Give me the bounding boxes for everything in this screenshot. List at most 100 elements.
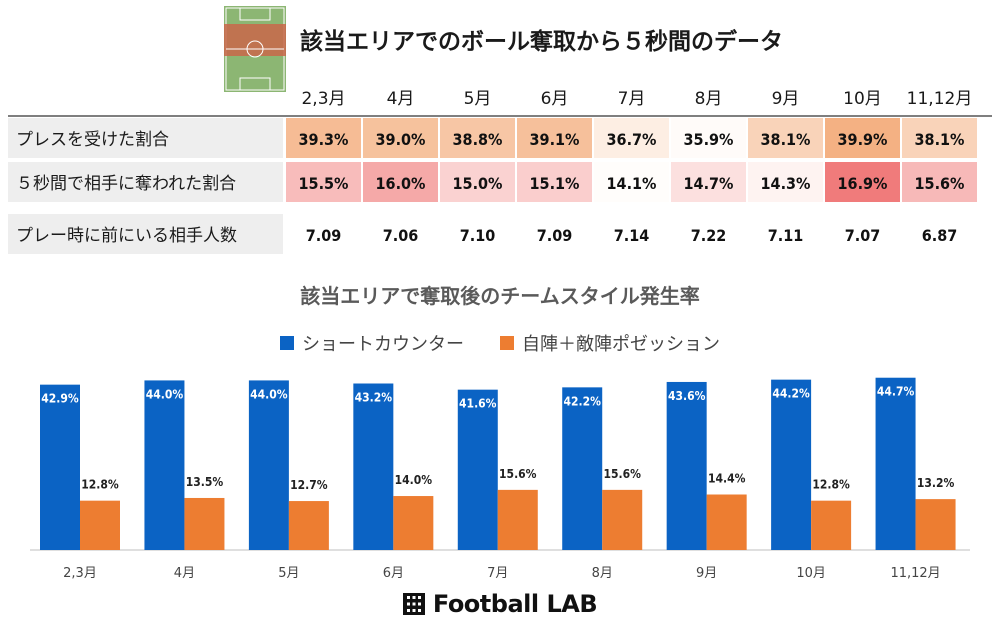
table-month-header: 2,3月 xyxy=(301,89,345,109)
bar-data-label: 15.6% xyxy=(603,467,641,481)
table-heat-cell xyxy=(517,118,592,158)
bar-possession xyxy=(706,494,747,550)
table-cell-value: 7.14 xyxy=(614,226,650,245)
bar-possession xyxy=(915,499,956,550)
table-cell-value: 38.8% xyxy=(453,130,503,149)
table-heat-cell xyxy=(440,162,515,202)
table-heat-cell xyxy=(286,162,361,202)
table-month-header: 9月 xyxy=(772,89,800,109)
x-tick-label: 7月 xyxy=(487,566,508,581)
chart-title: 該当エリアで奪取後のチームスタイル発生率 xyxy=(300,284,700,308)
table-cell-value: 7.06 xyxy=(383,226,419,245)
x-tick-label: 6月 xyxy=(383,566,404,581)
x-tick-label: 10月 xyxy=(796,566,826,581)
bar-data-label: 14.0% xyxy=(395,473,433,487)
bar-data-label: 44.0% xyxy=(250,387,288,401)
table-cell-value: 14.1% xyxy=(607,174,657,193)
table-month-header: 6月 xyxy=(541,89,569,109)
table-cell-value: 14.3% xyxy=(761,174,811,193)
bar-chart: 42.9% 12.8% 2,3月 44.0% 13.5% 4月 44.0% 12.7% 5月 43… xyxy=(30,377,970,581)
x-tick-label: 8月 xyxy=(592,566,613,581)
table-row-label: プレスを受けた割合 xyxy=(16,130,169,150)
x-tick-label: 2,3月 xyxy=(63,566,97,581)
table-heat-cell xyxy=(286,118,361,158)
bar-data-label: 43.6% xyxy=(668,389,706,403)
table-row-label-bg xyxy=(8,214,283,254)
bar-data-label: 12.7% xyxy=(290,478,328,492)
bar-possession xyxy=(80,500,120,550)
table-month-header: 5月 xyxy=(464,89,492,109)
table-heat-cell xyxy=(748,118,823,158)
table-cell-value: 7.22 xyxy=(691,226,727,245)
table-heat-cell xyxy=(363,162,438,202)
table-cell-value: 38.1% xyxy=(761,130,811,149)
table-cell-value: 15.6% xyxy=(915,174,965,193)
table-cell-value: 7.09 xyxy=(306,226,342,245)
legend-swatch-blue xyxy=(280,336,294,350)
table-heat-cell xyxy=(594,118,669,158)
bar-data-label: 44.7% xyxy=(877,385,915,399)
legend-item-short-counter: ショートカウンター xyxy=(280,330,464,356)
bar-short-counter xyxy=(666,381,707,550)
x-tick-label: 4月 xyxy=(174,566,195,581)
table-cell-value: 7.09 xyxy=(537,226,573,245)
table-cell-value: 36.7% xyxy=(607,130,657,149)
grid-icon xyxy=(402,593,425,615)
table-heat-cell xyxy=(517,162,592,202)
table-row-label: プレー時に前にいる相手人数 xyxy=(16,226,237,246)
table-cell-value: 39.9% xyxy=(838,130,888,149)
table-month-header: 4月 xyxy=(387,89,415,109)
bar-data-label: 12.8% xyxy=(81,478,119,492)
table-heat-cell xyxy=(748,162,823,202)
bar-short-counter xyxy=(562,387,603,550)
page-title: 該当エリアでのボール奪取から５秒間のデータ xyxy=(300,29,783,55)
bar-short-counter xyxy=(771,379,812,550)
table-row-label-bg xyxy=(8,162,283,202)
bar-possession xyxy=(497,489,538,550)
bar-data-label: 41.6% xyxy=(459,397,497,411)
table-cell-value: 38.1% xyxy=(915,130,965,149)
table-heat-cell xyxy=(594,162,669,202)
table-heat-cell xyxy=(363,118,438,158)
bar-data-label: 42.2% xyxy=(563,394,601,408)
bar-possession xyxy=(811,500,852,550)
bar-data-label: 15.6% xyxy=(499,467,537,481)
table-cell-value: 14.7% xyxy=(684,174,734,193)
table-month-header: 8月 xyxy=(695,89,723,109)
bar-short-counter xyxy=(457,389,498,550)
table-cell-value: 7.11 xyxy=(768,226,804,245)
table-row-label-bg xyxy=(8,118,283,158)
table-heat-cell xyxy=(671,162,746,202)
bar-data-label: 42.9% xyxy=(41,392,79,406)
brand-text: Football LAB xyxy=(432,590,598,618)
bar-data-label: 44.0% xyxy=(146,387,184,401)
x-tick-label: 5月 xyxy=(278,566,299,581)
bar-possession xyxy=(288,501,329,550)
bar-data-label: 14.4% xyxy=(708,472,746,486)
bar-data-label: 44.2% xyxy=(772,387,810,401)
table-heat-cell xyxy=(440,118,515,158)
table-cell-value: 39.3% xyxy=(299,130,349,149)
table-cell-value: 16.9% xyxy=(838,174,888,193)
bar-short-counter xyxy=(875,377,916,550)
brand-logo: Football LAB xyxy=(0,590,1000,618)
table-cell-value: 39.0% xyxy=(376,130,426,149)
table-heat-cell xyxy=(825,118,900,158)
bar-short-counter xyxy=(353,383,394,550)
bar-possession xyxy=(602,489,643,550)
table-cell-value: 15.5% xyxy=(299,174,349,193)
table-cell-value: 35.9% xyxy=(684,130,734,149)
table-heat-cell xyxy=(671,118,746,158)
table-heat-cell xyxy=(902,162,977,202)
bar-short-counter xyxy=(248,380,289,550)
table-cell-value: 7.07 xyxy=(845,226,881,245)
bar-data-label: 12.8% xyxy=(812,478,850,492)
legend-label: 自陣＋敵陣ポゼッション xyxy=(522,334,720,355)
table-heat-cell xyxy=(825,162,900,202)
bar-data-label: 13.5% xyxy=(186,475,224,489)
table-cell-value: 7.10 xyxy=(460,226,496,245)
table-cell-value: 15.0% xyxy=(453,174,503,193)
pitch-icon xyxy=(224,6,286,92)
legend-label: ショートカウンター xyxy=(302,334,464,355)
